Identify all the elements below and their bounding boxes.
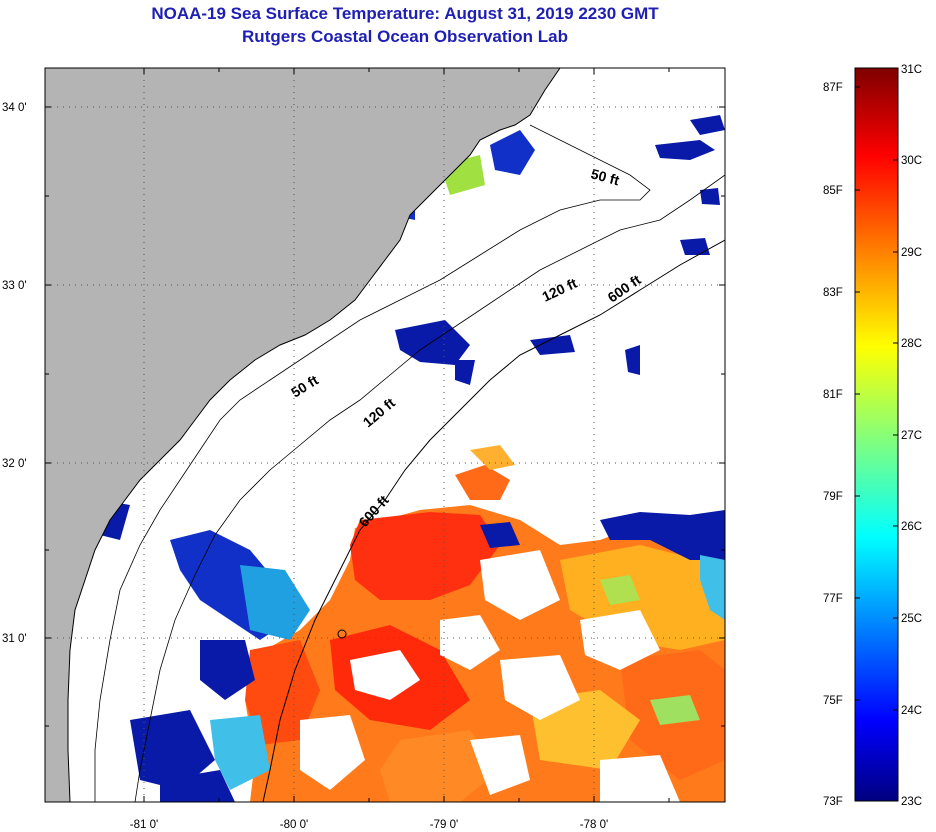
colorbar-f-label: 79F (823, 491, 843, 503)
map-frame (44, 67, 726, 803)
colorbar-c-label: 27C (901, 430, 922, 442)
colorbar-f-label: 85F (823, 185, 843, 197)
colorbar-f-label: 81F (823, 389, 843, 401)
colorbar-f-label: 77F (823, 593, 843, 605)
colorbar-f-label: 87F (823, 82, 843, 94)
colorbar-f-label: 75F (823, 695, 843, 707)
lat-label: 34 0' (2, 102, 27, 114)
lat-label: 32 0' (2, 458, 27, 470)
lon-label: -78 0' (580, 819, 608, 831)
lon-label: -81 0' (130, 819, 158, 831)
colorbar-c-label: 31C (901, 64, 922, 76)
colorbar-c-label: 30C (901, 155, 922, 167)
isobath-label: 50 ft (589, 165, 621, 188)
isobath-120ft (134, 174, 725, 802)
lon-label: -79 0' (430, 819, 458, 831)
isobath-600ft (262, 239, 725, 802)
lat-label: 33 0' (2, 280, 27, 292)
graticule (45, 68, 725, 802)
colorbar-c-label: 25C (901, 613, 922, 625)
land-mass (45, 68, 560, 802)
colorbar-c-label: 24C (901, 705, 922, 717)
coastline (67, 68, 561, 802)
colorbar: 87F 85F 83F 81F 79F 77F 75F 73F 31C 30C … (823, 64, 922, 808)
colorbar-c-label: 26C (901, 521, 922, 533)
colorbar-c-label: 29C (901, 247, 922, 259)
location-marker (337, 629, 347, 639)
colorbar-gradient (854, 67, 899, 802)
colorbar-f-label: 73F (823, 796, 843, 808)
cloud-mask (300, 550, 680, 802)
isobath-50ft (94, 124, 651, 802)
map-title: NOAA-19 Sea Surface Temperature: August … (151, 4, 659, 23)
map-subtitle: Rutgers Coastal Ocean Observation Lab (242, 27, 568, 46)
colorbar-c-label: 23C (901, 796, 922, 808)
lat-label: 31 0' (2, 633, 27, 645)
colorbar-c-label: 28C (901, 338, 922, 350)
lon-label: -80 0' (280, 819, 308, 831)
axis-ticks (45, 68, 725, 802)
sst-cool-region (100, 115, 725, 802)
colorbar-f-label: 83F (823, 287, 843, 299)
